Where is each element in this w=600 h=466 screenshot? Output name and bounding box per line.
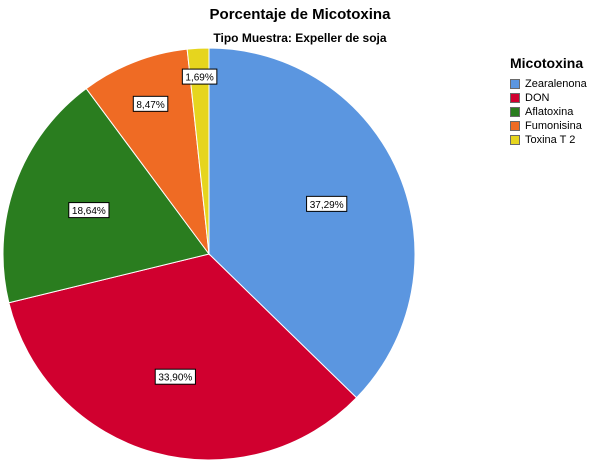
legend-item-fumonisina: Fumonisina: [510, 119, 587, 133]
legend-item-toxina-t2: Toxina T 2: [510, 133, 587, 147]
pie-slice-don: [8, 253, 358, 461]
legend-label: Aflatoxina: [525, 106, 574, 118]
legend-item-aflatoxina: Aflatoxina: [510, 105, 587, 119]
slice-data-label: 1,69%: [181, 68, 218, 85]
svg-text:1,69%: 1,69%: [185, 73, 213, 84]
legend-swatch: [510, 93, 520, 103]
legend-label: DON: [525, 92, 550, 104]
chart-title: Porcentaje de Micotoxina: [209, 6, 391, 23]
slice-data-label: 37,29%: [306, 195, 348, 212]
pie-slice-zearalenona: [208, 47, 416, 399]
svg-text:18,64%: 18,64%: [72, 206, 106, 217]
legend-swatch: [510, 121, 520, 131]
svg-text:8,47%: 8,47%: [136, 100, 164, 111]
legend-swatch: [510, 107, 520, 117]
slice-data-label: 33,90%: [154, 368, 196, 385]
legend-label: Toxina T 2: [525, 134, 576, 146]
legend-item-zearalenona: Zearalenona: [510, 77, 587, 91]
legend: Micotoxina Zearalenona DON Aflatoxina Fu…: [510, 55, 587, 147]
pie-slice-fumonisina: [85, 48, 210, 256]
legend-swatch: [510, 135, 520, 145]
legend-label: Zearalenona: [525, 78, 587, 90]
legend-title: Micotoxina: [510, 55, 584, 71]
legend-label: Fumonisina: [525, 120, 582, 132]
chart-subtitle: Tipo Muestra: Expeller de soja: [213, 31, 387, 45]
pie-slice-aflatoxina: [2, 87, 210, 304]
svg-text:37,29%: 37,29%: [310, 200, 344, 211]
svg-text:33,90%: 33,90%: [158, 373, 192, 384]
pie-slice-toxina-t-2: [186, 47, 210, 255]
legend-item-don: DON: [510, 91, 587, 105]
slice-data-label: 18,64%: [68, 202, 110, 219]
slice-data-label: 8,47%: [132, 95, 169, 112]
legend-swatch: [510, 79, 520, 89]
